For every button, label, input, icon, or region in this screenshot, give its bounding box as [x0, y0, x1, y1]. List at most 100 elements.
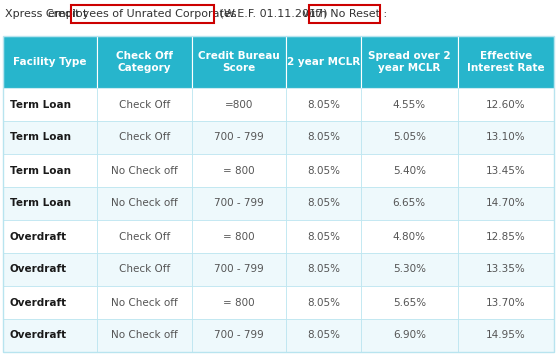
Text: 5.65%: 5.65%: [393, 297, 426, 308]
Text: 8.05%: 8.05%: [307, 265, 340, 274]
Bar: [457, 253, 554, 286]
Text: 6.90%: 6.90%: [393, 331, 426, 340]
Bar: [457, 220, 554, 253]
Bar: [361, 253, 457, 286]
Text: Term Loan: Term Loan: [10, 198, 71, 209]
Text: 700 - 799: 700 - 799: [214, 331, 264, 340]
Bar: [361, 121, 457, 154]
Text: 700 - 799: 700 - 799: [214, 265, 264, 274]
Text: Check Off: Check Off: [119, 132, 170, 142]
Bar: [192, 121, 286, 154]
Text: Check Off
Category: Check Off Category: [116, 51, 173, 73]
Bar: [97, 88, 192, 121]
Text: 12.60%: 12.60%: [486, 99, 526, 110]
Bar: [361, 154, 457, 187]
Bar: [192, 253, 286, 286]
Bar: [286, 319, 361, 352]
Bar: [3, 121, 97, 154]
Bar: [3, 220, 97, 253]
Bar: [192, 187, 286, 220]
Bar: [192, 319, 286, 352]
Text: No Check off: No Check off: [111, 297, 178, 308]
Text: 8.05%: 8.05%: [307, 99, 340, 110]
Text: 5.05%: 5.05%: [393, 132, 426, 142]
Text: 13.35%: 13.35%: [486, 265, 526, 274]
Text: Term Loan: Term Loan: [10, 132, 71, 142]
Bar: [192, 286, 286, 319]
Text: Facility Type: Facility Type: [13, 57, 87, 67]
Bar: [3, 187, 97, 220]
Bar: [309, 5, 380, 23]
Text: 8.05%: 8.05%: [307, 198, 340, 209]
Text: 5.40%: 5.40%: [393, 166, 426, 175]
Text: Overdraft: Overdraft: [10, 265, 67, 274]
Text: Overdraft: Overdraft: [10, 297, 67, 308]
Text: 8.05%: 8.05%: [307, 166, 340, 175]
Bar: [71, 5, 214, 23]
Text: No Check off: No Check off: [111, 166, 178, 175]
Text: 8.05%: 8.05%: [307, 331, 340, 340]
Bar: [457, 88, 554, 121]
Text: No Check off: No Check off: [111, 198, 178, 209]
Text: No Check off: No Check off: [111, 331, 178, 340]
Bar: [192, 220, 286, 253]
Text: = 800: = 800: [223, 166, 255, 175]
Text: 700 - 799: 700 - 799: [214, 132, 264, 142]
Text: 4.80%: 4.80%: [393, 232, 426, 241]
Text: 2 year MCLR: 2 year MCLR: [287, 57, 360, 67]
Bar: [457, 36, 554, 88]
Bar: [457, 319, 554, 352]
Text: with No Reset :: with No Reset :: [302, 9, 387, 19]
Text: Overdraft: Overdraft: [10, 232, 67, 241]
Bar: [97, 220, 192, 253]
Bar: [3, 36, 97, 88]
Text: 13.70%: 13.70%: [486, 297, 526, 308]
Bar: [97, 36, 192, 88]
Text: Term Loan: Term Loan: [10, 166, 71, 175]
Bar: [457, 121, 554, 154]
Bar: [97, 187, 192, 220]
Bar: [286, 36, 361, 88]
Bar: [3, 253, 97, 286]
Bar: [3, 154, 97, 187]
Bar: [286, 286, 361, 319]
Text: Spread over 2
year MCLR: Spread over 2 year MCLR: [368, 51, 451, 73]
Bar: [361, 36, 457, 88]
Text: Effective
Interest Rate: Effective Interest Rate: [467, 51, 545, 73]
Text: employees of Unrated Corporates: employees of Unrated Corporates: [48, 9, 237, 19]
Text: 6.65%: 6.65%: [393, 198, 426, 209]
Bar: [3, 88, 97, 121]
Bar: [361, 286, 457, 319]
Text: 8.05%: 8.05%: [307, 132, 340, 142]
Text: 8.05%: 8.05%: [307, 232, 340, 241]
Bar: [457, 154, 554, 187]
Bar: [361, 220, 457, 253]
Text: Check Off: Check Off: [119, 99, 170, 110]
Bar: [3, 319, 97, 352]
Text: Check Off: Check Off: [119, 232, 170, 241]
Bar: [361, 187, 457, 220]
Text: = 800: = 800: [223, 232, 255, 241]
Text: Overdraft: Overdraft: [10, 331, 67, 340]
Bar: [192, 154, 286, 187]
Bar: [97, 121, 192, 154]
Text: Check Off: Check Off: [119, 265, 170, 274]
Bar: [192, 88, 286, 121]
Text: Credit Bureau
Score: Credit Bureau Score: [198, 51, 280, 73]
Bar: [286, 154, 361, 187]
Bar: [286, 187, 361, 220]
Bar: [286, 253, 361, 286]
Text: 5.30%: 5.30%: [393, 265, 426, 274]
Bar: [97, 154, 192, 187]
Bar: [192, 36, 286, 88]
Text: 14.70%: 14.70%: [486, 198, 526, 209]
Bar: [457, 286, 554, 319]
Bar: [457, 187, 554, 220]
Bar: [361, 88, 457, 121]
Text: 12.85%: 12.85%: [486, 232, 526, 241]
Bar: [361, 319, 457, 352]
Bar: [3, 286, 97, 319]
Bar: [286, 88, 361, 121]
Bar: [97, 286, 192, 319]
Text: 8.05%: 8.05%: [307, 297, 340, 308]
